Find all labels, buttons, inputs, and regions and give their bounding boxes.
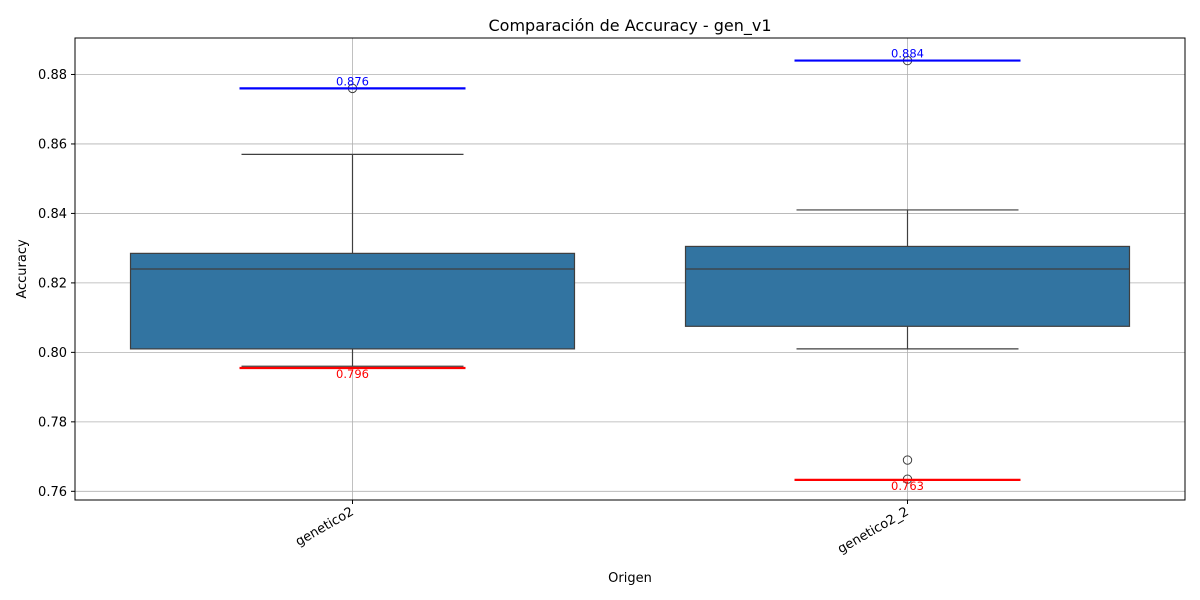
box-genetico2_2: 0.884 0.763	[684, 47, 1131, 493]
box-group: 0.876 0.796 0.884 0.763	[129, 47, 1131, 493]
iqr-box	[129, 252, 576, 350]
y-tick-label: 0.84	[38, 207, 67, 222]
y-tick-label: 0.88	[38, 68, 67, 83]
x-tick-label: genetico2	[293, 504, 356, 549]
x-axis-label: Origen	[608, 571, 652, 586]
min-label: 0.763	[891, 479, 924, 493]
min-label: 0.796	[336, 367, 369, 381]
x-tick-label: genetico2_2	[835, 504, 911, 557]
max-label: 0.884	[891, 47, 924, 61]
box-genetico2: 0.876 0.796	[129, 74, 576, 381]
x-axis: genetico2 genetico2_2	[293, 500, 912, 557]
iqr-box	[684, 245, 1131, 327]
y-tick-label: 0.78	[38, 415, 67, 430]
chart-title: Comparación de Accuracy - gen_v1	[488, 16, 771, 36]
y-tick-label: 0.86	[38, 137, 67, 152]
max-label: 0.876	[336, 74, 369, 88]
plot-frame	[74, 37, 1186, 501]
y-tick-label: 0.82	[38, 276, 67, 291]
y-tick-label: 0.80	[38, 346, 67, 361]
y-axis: 0.76 0.78 0.80 0.82 0.84 0.86 0.88	[38, 68, 75, 500]
y-tick-label: 0.76	[38, 485, 67, 500]
y-axis-label: Accuracy	[15, 239, 30, 299]
outlier-point	[902, 455, 913, 465]
